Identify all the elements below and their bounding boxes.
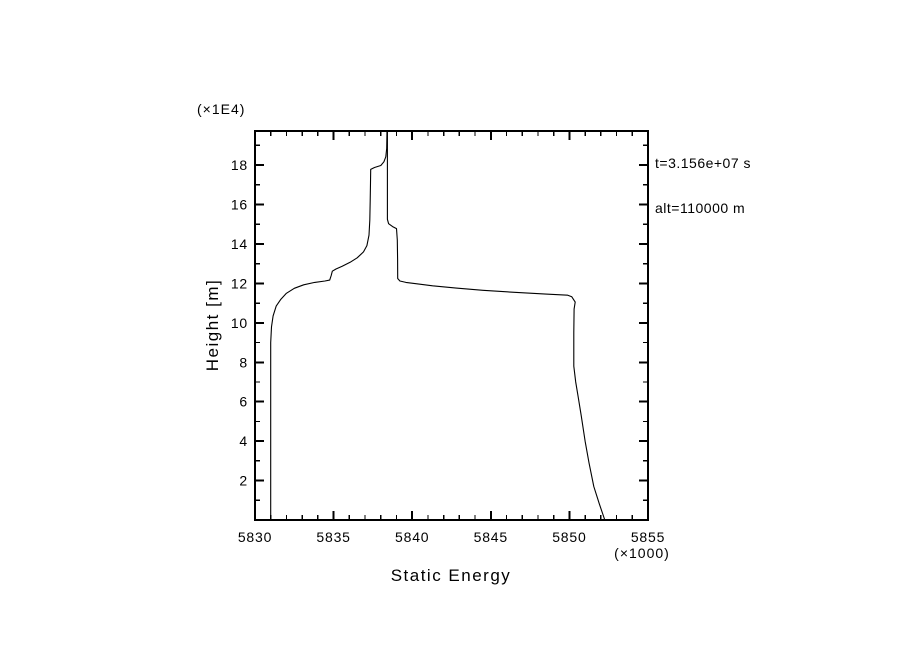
axis-box xyxy=(254,130,649,521)
y-tick-label: 8 xyxy=(239,354,248,370)
curve-ascending-branch xyxy=(270,130,388,520)
x-tick-label: 5855 xyxy=(631,529,665,545)
annotation-altitude: alt=110000 m xyxy=(655,200,746,216)
y-tick-label: 14 xyxy=(231,236,248,252)
y-tick-label: 16 xyxy=(231,197,248,213)
x-axis-multiplier-label: (×1000) xyxy=(614,545,670,561)
annotation-block: t=3.156e+07 s alt=110000 m xyxy=(655,126,751,246)
y-tick-label: 4 xyxy=(239,433,248,449)
x-tick-label: 5835 xyxy=(316,529,350,545)
y-tick-label: 12 xyxy=(231,275,248,291)
x-tick-label: 5840 xyxy=(395,529,429,545)
x-axis-title: Static Energy xyxy=(390,566,512,585)
annotation-time: t=3.156e+07 s xyxy=(655,155,752,171)
y-axis-multiplier-label: (×1E4) xyxy=(197,101,246,117)
curve-descending-branch xyxy=(386,131,606,521)
y-tick-label: 6 xyxy=(239,394,248,410)
y-tick-label: 2 xyxy=(239,473,248,489)
y-tick-label: 10 xyxy=(231,315,248,331)
x-tick-label: 5850 xyxy=(552,529,586,545)
y-tick-label: 18 xyxy=(231,157,248,173)
x-tick-label: 5845 xyxy=(474,529,508,545)
x-tick-label: 5830 xyxy=(238,529,272,545)
